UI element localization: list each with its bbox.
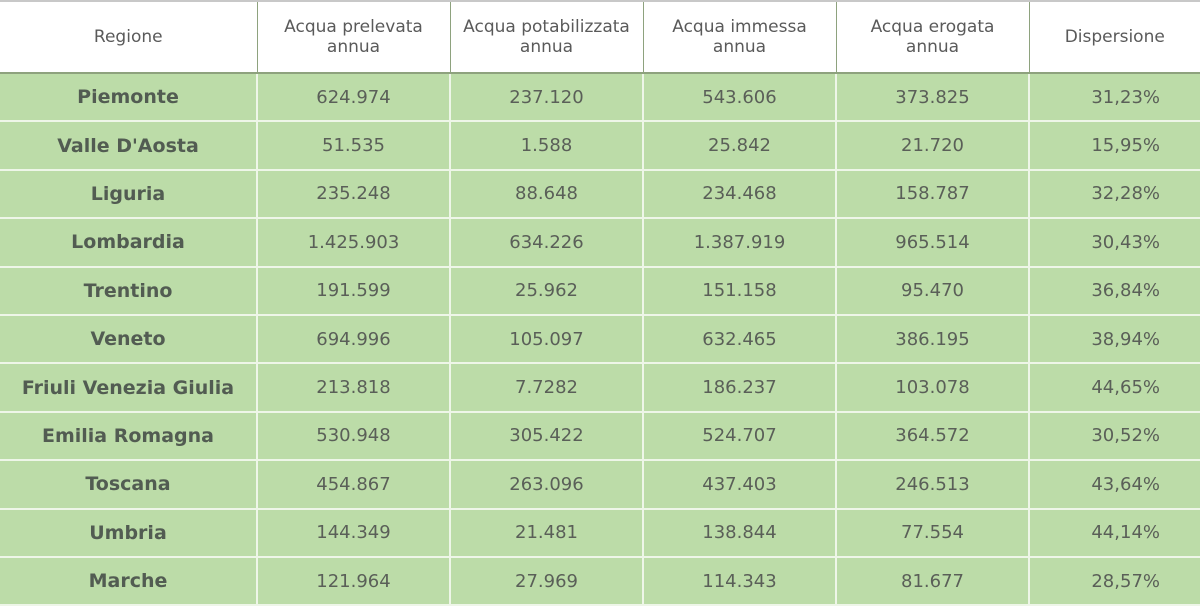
value-cell: 44,65%	[1029, 363, 1200, 413]
region-cell: Veneto	[0, 314, 258, 365]
table-row: Veneto 694.996 105.097 632.465 386.195 38,94%	[0, 314, 1200, 365]
value-cell: 624.974	[257, 73, 451, 123]
value-cell: 30,52%	[1029, 411, 1200, 462]
value-cell: 263.096	[450, 460, 644, 510]
table-row: Lombardia 1.425.903 634.226 1.387.919 965.51…	[0, 218, 1200, 268]
table-row: Trentino 191.599 25.962 151.158 95.470 36,84%	[0, 266, 1200, 316]
value-cell: 454.867	[257, 460, 451, 510]
region-cell: Emilia Romagna	[0, 411, 258, 462]
value-cell: 31,23%	[1029, 73, 1200, 123]
column-header: Acqua erogata annua	[836, 0, 1030, 74]
column-header: Acqua potabilizzata annua	[450, 0, 644, 74]
region-cell: Marche	[0, 556, 258, 606]
value-cell: 138.844	[643, 508, 837, 558]
column-header: Acqua prelevata annua	[257, 0, 451, 74]
column-header: Dispersione	[1029, 0, 1200, 74]
value-cell: 634.226	[450, 218, 644, 268]
table-row: Piemonte 624.974 237.120 543.606 373.825 31,2…	[0, 73, 1200, 123]
region-cell: Liguria	[0, 169, 258, 220]
value-cell: 246.513	[836, 460, 1030, 510]
value-cell: 51.535	[257, 121, 451, 171]
table-body: Piemonte 624.974 237.120 543.606 373.825 31,2…	[0, 73, 1200, 606]
table-row: Valle D'Aosta 51.535 1.588 25.842 21.720 15,9…	[0, 121, 1200, 171]
value-cell: 15,95%	[1029, 121, 1200, 171]
value-cell: 158.787	[836, 169, 1030, 220]
value-cell: 305.422	[450, 411, 644, 462]
region-cell: Umbria	[0, 508, 258, 558]
value-cell: 44,14%	[1029, 508, 1200, 558]
value-cell: 373.825	[836, 73, 1030, 123]
value-cell: 151.158	[643, 266, 837, 316]
value-cell: 965.514	[836, 218, 1030, 268]
table-header: Regione Acqua prelevata annua Acqua potabi…	[0, 0, 1200, 74]
table-row: Emilia Romagna 530.948 305.422 524.707 364.5…	[0, 411, 1200, 462]
value-cell: 81.677	[836, 556, 1030, 606]
column-header: Regione	[0, 0, 258, 74]
value-cell: 28,57%	[1029, 556, 1200, 606]
value-cell: 95.470	[836, 266, 1030, 316]
value-cell: 386.195	[836, 314, 1030, 365]
table-row: Liguria 235.248 88.648 234.468 158.787 32,28%	[0, 169, 1200, 220]
value-cell: 30,43%	[1029, 218, 1200, 268]
value-cell: 144.349	[257, 508, 451, 558]
value-cell: 27.969	[450, 556, 644, 606]
region-cell: Trentino	[0, 266, 258, 316]
value-cell: 1.588	[450, 121, 644, 171]
value-cell: 38,94%	[1029, 314, 1200, 365]
table-row: Umbria 144.349 21.481 138.844 77.554 44,14%	[0, 508, 1200, 558]
value-cell: 213.818	[257, 363, 451, 413]
table-row: Friuli Venezia Giulia 213.818 7.7282 186.23…	[0, 363, 1200, 413]
value-cell: 25.842	[643, 121, 837, 171]
region-cell: Piemonte	[0, 73, 258, 123]
region-cell: Lombardia	[0, 218, 258, 268]
value-cell: 191.599	[257, 266, 451, 316]
region-cell: Friuli Venezia Giulia	[0, 363, 258, 413]
value-cell: 543.606	[643, 73, 837, 123]
value-cell: 105.097	[450, 314, 644, 365]
value-cell: 32,28%	[1029, 169, 1200, 220]
value-cell: 114.343	[643, 556, 837, 606]
value-cell: 237.120	[450, 73, 644, 123]
table-row: Marche 121.964 27.969 114.343 81.677 28,57%	[0, 556, 1200, 606]
value-cell: 186.237	[643, 363, 837, 413]
value-cell: 364.572	[836, 411, 1030, 462]
value-cell: 524.707	[643, 411, 837, 462]
value-cell: 234.468	[643, 169, 837, 220]
value-cell: 25.962	[450, 266, 644, 316]
value-cell: 437.403	[643, 460, 837, 510]
column-header: Acqua immessa annua	[643, 0, 837, 74]
value-cell: 103.078	[836, 363, 1030, 413]
value-cell: 121.964	[257, 556, 451, 606]
value-cell: 7.7282	[450, 363, 644, 413]
region-cell: Toscana	[0, 460, 258, 510]
value-cell: 88.648	[450, 169, 644, 220]
value-cell: 632.465	[643, 314, 837, 365]
region-cell: Valle D'Aosta	[0, 121, 258, 171]
value-cell: 235.248	[257, 169, 451, 220]
value-cell: 21.720	[836, 121, 1030, 171]
value-cell: 1.387.919	[643, 218, 837, 268]
value-cell: 36,84%	[1029, 266, 1200, 316]
table-row: Toscana 454.867 263.096 437.403 246.513 43,64…	[0, 460, 1200, 510]
value-cell: 1.425.903	[257, 218, 451, 268]
value-cell: 77.554	[836, 508, 1030, 558]
value-cell: 694.996	[257, 314, 451, 365]
value-cell: 21.481	[450, 508, 644, 558]
value-cell: 530.948	[257, 411, 451, 462]
value-cell: 43,64%	[1029, 460, 1200, 510]
